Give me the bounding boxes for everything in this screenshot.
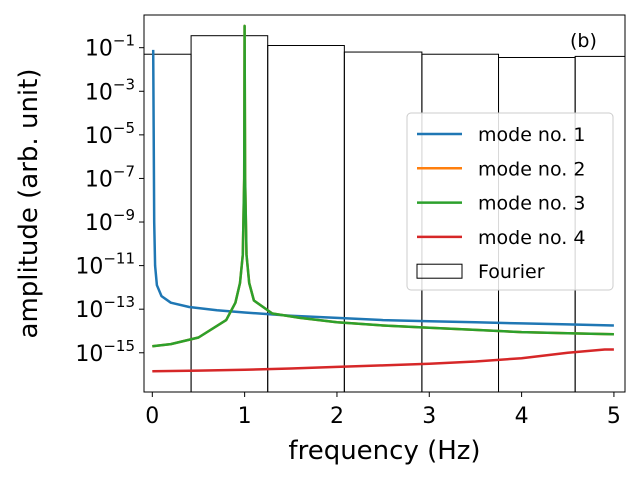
y-tick-label: 10−7 xyxy=(85,162,135,192)
y-tick-label: 10−9 xyxy=(85,206,135,236)
series-line-3 xyxy=(152,24,614,348)
y-axis-label: amplitude (arb. unit) xyxy=(14,69,44,339)
axis-ticks: 0 1 2 3 4 5 10−1 10−3 10−5 10−7 10−9 10−11 10−13 10−1… xyxy=(75,32,621,429)
y-tick-label: 10−5 xyxy=(85,119,135,149)
legend-swatch-fourier xyxy=(416,263,463,279)
series-line-4 xyxy=(152,348,614,373)
x-axis-label: frequency (Hz) xyxy=(288,436,480,466)
x-tick-label: 2 xyxy=(330,404,344,429)
fourier-bar-2 xyxy=(267,45,345,393)
y-tick-label: 10−15 xyxy=(75,337,135,367)
legend-label: mode no. 1 xyxy=(478,124,585,146)
legend-label: mode no. 4 xyxy=(478,227,585,249)
legend-label: Fourier xyxy=(478,261,545,283)
panel-label: (b) xyxy=(570,30,597,52)
x-tick-label: 0 xyxy=(145,404,159,429)
y-tick-label: 10−11 xyxy=(75,250,135,280)
y-tick-label: 10−1 xyxy=(85,32,135,62)
series-lines xyxy=(151,24,614,373)
fourier-bar-1 xyxy=(190,35,269,393)
legend-label: mode no. 2 xyxy=(478,158,585,180)
legend-box xyxy=(406,112,614,291)
x-tick-label: 4 xyxy=(515,404,529,429)
legend: mode no. 1 mode no. 2 mode no. 3 mode no. 4… xyxy=(406,112,614,291)
plot-frame xyxy=(143,14,626,393)
x-tick-label: 1 xyxy=(238,404,252,429)
legend-label: mode no. 3 xyxy=(478,193,585,215)
y-tick-label: 10−13 xyxy=(75,293,135,323)
x-tick-label: 5 xyxy=(607,404,621,429)
x-tick-label: 3 xyxy=(422,404,436,429)
y-tick-label: 10−3 xyxy=(85,75,135,105)
